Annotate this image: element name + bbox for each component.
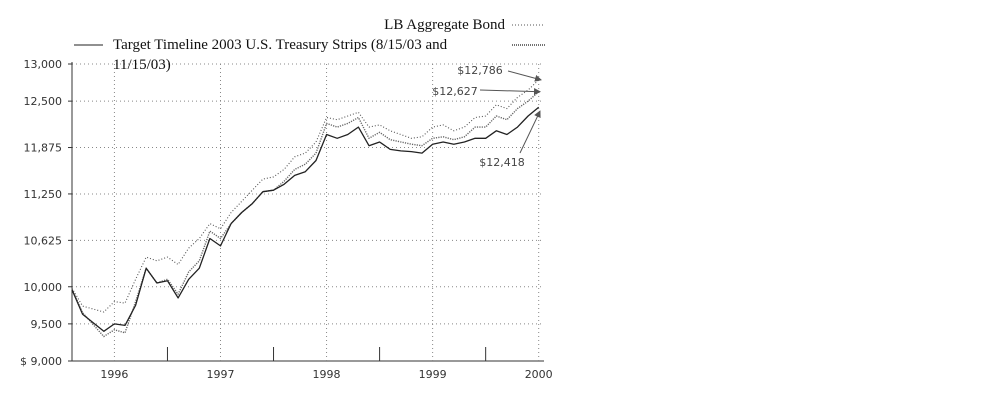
x-tick-labels: 1996 1997 1998 1999 2000 bbox=[100, 368, 552, 381]
y-tick-label: 9,500 bbox=[31, 318, 63, 331]
y-tick-label: 11,875 bbox=[24, 142, 63, 155]
series-line-dense-dotted bbox=[71, 91, 540, 338]
y-tick-labels: 13,000 12,500 11,875 11,250 10,625 10,000 9,50… bbox=[20, 58, 62, 368]
series-line-dotted bbox=[71, 79, 540, 313]
x-tick-label: 1997 bbox=[206, 368, 234, 381]
legend-label-treasury-strips-cont: 11/15/03) bbox=[113, 57, 171, 73]
legend-label-lb-aggregate: LB Aggregate Bond bbox=[384, 17, 505, 33]
x-tick-label: 1998 bbox=[313, 368, 341, 381]
end-value-annotations: $12,786 $12,627 $12,418 bbox=[432, 64, 542, 169]
grid-lines bbox=[68, 63, 544, 362]
annotation-label: $12,418 bbox=[479, 156, 525, 169]
series-line-solid bbox=[71, 106, 540, 332]
y-tick-label: 13,000 bbox=[24, 58, 63, 71]
y-tick-label: $ 9,000 bbox=[20, 355, 62, 368]
y-tick-label: 10,000 bbox=[24, 281, 63, 294]
annotation-arrow bbox=[479, 88, 541, 96]
annotation-label: $12,627 bbox=[432, 85, 478, 98]
annotation-arrow bbox=[519, 110, 541, 154]
annotation-label: $12,786 bbox=[457, 64, 503, 77]
annotation-arrow bbox=[507, 70, 542, 82]
x-tick-label: 1999 bbox=[419, 368, 447, 381]
x-tick-label: 1996 bbox=[100, 368, 128, 381]
legend-label-treasury-strips: Target Timeline 2003 U.S. Treasury Strip… bbox=[113, 37, 448, 53]
series-lines bbox=[71, 79, 540, 338]
legend: LB Aggregate Bond Target Timeline 2003 U… bbox=[74, 17, 545, 73]
y-tick-label: 10,625 bbox=[24, 234, 63, 247]
y-tick-label: 11,250 bbox=[24, 188, 63, 201]
x-tick-label: 2000 bbox=[525, 368, 553, 381]
y-tick-label: 12,500 bbox=[24, 95, 63, 108]
